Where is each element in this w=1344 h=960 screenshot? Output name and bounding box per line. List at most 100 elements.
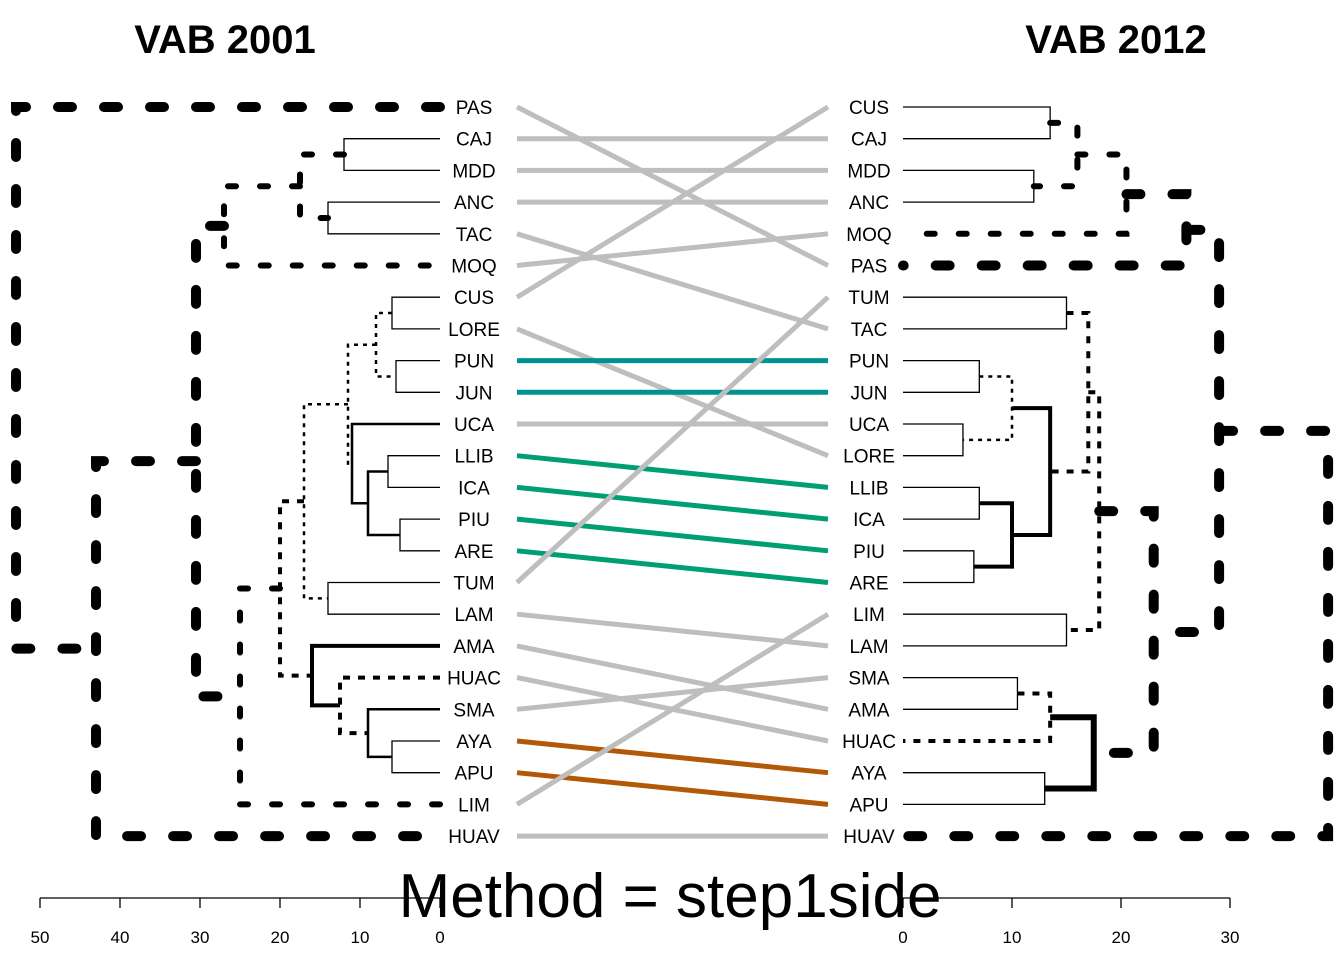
connection-line-tum — [515, 295, 830, 585]
right-leaf-label: MOQ — [846, 225, 891, 246]
left-leaf-label: CUS — [454, 288, 494, 309]
right-leaf-label: LIM — [853, 605, 885, 626]
right-leaf-label: PAS — [851, 257, 888, 278]
right-leaf-label: PUN — [849, 352, 889, 373]
left-axis-tick-label: 50 — [31, 928, 50, 947]
left-merge-17 — [278, 499, 312, 678]
right-leaf-label: JUN — [851, 383, 888, 404]
right-merge-23 — [898, 425, 1334, 842]
right-axis: 0 10 20 30 — [898, 897, 1240, 947]
left-leaf-label: ARE — [454, 542, 493, 563]
right-leaf-label: ICA — [853, 510, 885, 531]
right-merge-20 — [900, 151, 1130, 237]
right-axis-tick-label: 10 — [1003, 928, 1022, 947]
left-axis: 50 40 30 20 10 0 — [31, 897, 445, 947]
right-merge-11 — [962, 375, 1014, 442]
left-merge-21 — [191, 220, 245, 702]
right-leaf-label: CAJ — [851, 130, 887, 151]
right-leaf-label: ANC — [849, 193, 889, 214]
left-merge-7 — [327, 581, 440, 615]
left-merge-19 — [297, 151, 347, 221]
right-leaf-label: MDD — [847, 161, 890, 182]
method-caption: Method = step1side — [399, 862, 942, 931]
left-merge-23 — [11, 102, 445, 654]
right-leaf-label: LAM — [849, 637, 888, 658]
right-merge-19 — [1030, 119, 1081, 190]
right-leaf-label: TUM — [848, 288, 889, 309]
connection-lines — [515, 104, 830, 839]
connection-line-ica — [516, 484, 829, 522]
connection-line-llib — [516, 453, 829, 490]
left-leaf-label: LLIB — [454, 447, 493, 468]
left-merge-3 — [391, 296, 440, 330]
left-leaf-label: ANC — [454, 193, 494, 214]
left-merge-2 — [327, 201, 440, 235]
left-merge-18 — [237, 585, 443, 808]
left-merge-13 — [302, 402, 348, 600]
connection-line-sma — [516, 675, 829, 712]
right-axis-tick-label: 30 — [1221, 928, 1240, 947]
connection-line-lam — [516, 611, 829, 649]
left-merge-1 — [343, 138, 440, 172]
right-merge-5 — [903, 423, 964, 457]
left-merge-20 — [221, 183, 443, 269]
right-merge-18 — [1088, 506, 1159, 758]
right-leaf-label: SMA — [848, 669, 890, 690]
left-axis-tick-label: 20 — [271, 928, 290, 947]
right-leaf-label: AYA — [851, 764, 887, 785]
left-leaf-label: LORE — [448, 320, 500, 341]
left-leaf-label: ICA — [458, 478, 490, 499]
connection-line-aya — [516, 738, 829, 776]
left-leaf-label: APU — [454, 764, 493, 785]
right-leaf-label: HUAV — [843, 827, 895, 848]
left-leaf-label: HUAC — [447, 669, 501, 690]
right-leaf-label: ARE — [849, 574, 888, 595]
left-leaf-label: MDD — [452, 161, 495, 182]
right-leaf-label: UCA — [849, 415, 889, 436]
connection-line-pas — [515, 104, 830, 268]
left-merge-4 — [395, 359, 440, 393]
left-leaf-label: LAM — [454, 605, 493, 626]
connection-line-ama — [516, 643, 829, 712]
left-merge-11 — [350, 422, 440, 505]
left-leaf-label: PIU — [458, 510, 490, 531]
left-merge-6 — [399, 518, 440, 552]
right-dendrogram — [898, 106, 1334, 842]
right-merge-6 — [903, 486, 980, 520]
left-merge-5 — [387, 455, 440, 489]
right-leaf-label: AMA — [848, 700, 890, 721]
left-axis-tick-label: 30 — [191, 928, 210, 947]
right-axis-tick-label: 20 — [1112, 928, 1131, 947]
left-merge-14 — [366, 708, 440, 759]
left-merge-8 — [391, 740, 440, 774]
left-leaf-labels: PAS CAJ MDD ANC TAC MOQ CUS LORE PUN JUN UCA LLIB IC… — [447, 98, 501, 848]
left-leaf-label: SMA — [453, 700, 495, 721]
right-merge-7 — [903, 550, 975, 584]
right-merge-2 — [903, 169, 1035, 203]
left-leaf-label: TAC — [456, 225, 493, 246]
right-merge-15 — [1066, 390, 1102, 633]
right-leaf-label: TAC — [851, 320, 888, 341]
right-leaf-label: LLIB — [849, 478, 888, 499]
right-merge-3 — [903, 296, 1068, 330]
left-merge-10 — [366, 470, 400, 537]
left-merge-9 — [374, 311, 396, 378]
right-leaf-labels: CUS CAJ MDD ANC MOQ PAS TUM TAC PUN JUN UCA LORE LLI… — [842, 98, 896, 848]
left-leaf-label: HUAV — [448, 827, 500, 848]
right-leaf-label: CUS — [849, 98, 889, 119]
right-merge-14 — [1050, 311, 1091, 474]
right-leaf-label: HUAC — [842, 732, 896, 753]
connection-line-piu — [516, 516, 829, 554]
left-leaf-label: TUM — [453, 574, 494, 595]
left-leaf-label: UCA — [454, 415, 494, 436]
left-leaf-label: MOQ — [451, 257, 496, 278]
left-merge-22 — [91, 456, 445, 842]
right-axis-tick-label: 0 — [898, 928, 907, 947]
right-merge-8 — [903, 613, 1068, 647]
left-leaf-label: JUN — [456, 383, 493, 404]
right-leaf-label: PIU — [853, 542, 885, 563]
right-title: VAB 2012 — [1025, 18, 1207, 62]
right-merge-13 — [1012, 406, 1053, 537]
right-merge-21 — [898, 189, 1192, 271]
